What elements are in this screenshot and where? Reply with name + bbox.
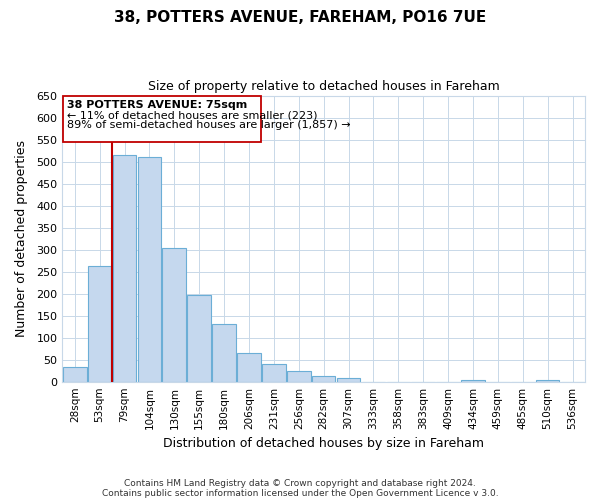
Text: Contains HM Land Registry data © Crown copyright and database right 2024.: Contains HM Land Registry data © Crown c…: [124, 478, 476, 488]
Bar: [88, 266, 112, 382]
Bar: [137, 157, 161, 382]
Bar: [312, 376, 335, 382]
Bar: [337, 378, 361, 382]
Y-axis label: Number of detached properties: Number of detached properties: [15, 140, 28, 337]
Bar: [163, 248, 186, 382]
Bar: [63, 367, 86, 382]
Bar: [63, 96, 262, 142]
Bar: [212, 324, 236, 382]
Title: Size of property relative to detached houses in Fareham: Size of property relative to detached ho…: [148, 80, 500, 93]
Text: 38, POTTERS AVENUE, FAREHAM, PO16 7UE: 38, POTTERS AVENUE, FAREHAM, PO16 7UE: [114, 10, 486, 25]
Bar: [287, 371, 311, 382]
X-axis label: Distribution of detached houses by size in Fareham: Distribution of detached houses by size …: [163, 437, 484, 450]
Bar: [237, 353, 261, 382]
Bar: [461, 380, 485, 382]
Bar: [536, 380, 559, 382]
Text: Contains public sector information licensed under the Open Government Licence v : Contains public sector information licen…: [101, 488, 499, 498]
Bar: [187, 295, 211, 382]
Text: 89% of semi-detached houses are larger (1,857) →: 89% of semi-detached houses are larger (…: [67, 120, 350, 130]
Bar: [113, 155, 136, 382]
Text: ← 11% of detached houses are smaller (223): ← 11% of detached houses are smaller (22…: [67, 110, 317, 120]
Bar: [262, 364, 286, 382]
Text: 38 POTTERS AVENUE: 75sqm: 38 POTTERS AVENUE: 75sqm: [67, 100, 247, 110]
